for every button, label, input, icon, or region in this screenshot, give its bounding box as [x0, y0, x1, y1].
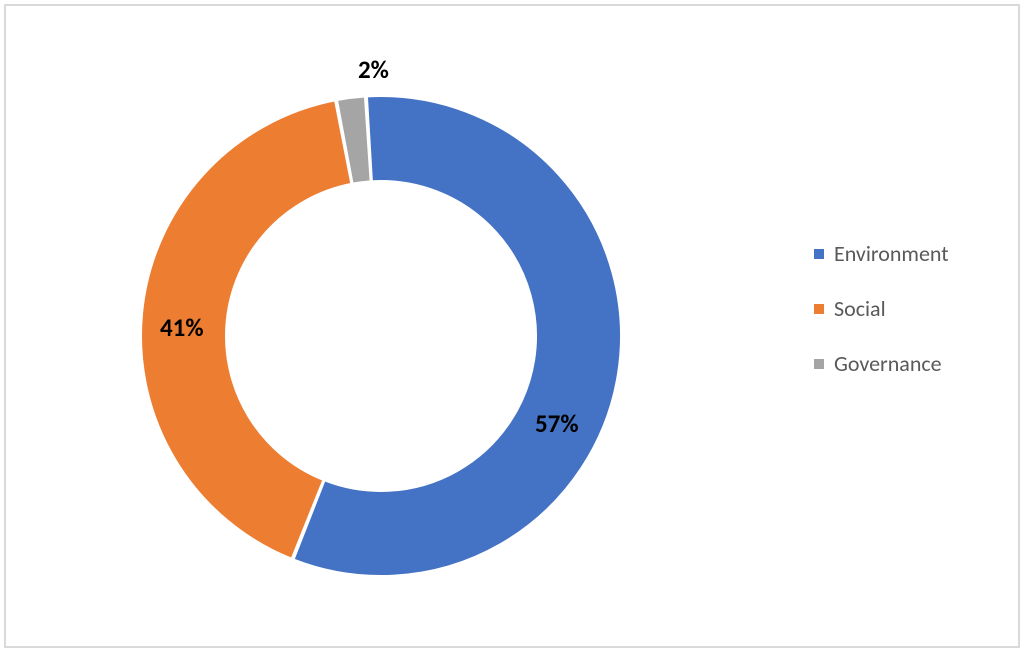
legend-item-environment: Environment — [814, 240, 949, 267]
legend-marker — [814, 304, 824, 314]
legend-label: Environment — [834, 240, 949, 267]
legend-marker — [814, 359, 824, 369]
donut-svg — [26, 36, 726, 626]
donut-chart: 57% 41% 2% — [26, 36, 726, 626]
data-label-governance: 2% — [358, 54, 389, 85]
legend-item-governance: Governance — [814, 350, 949, 377]
legend-marker — [814, 249, 824, 259]
legend-item-social: Social — [814, 295, 949, 322]
data-label-social: 41% — [160, 312, 204, 343]
legend-label: Governance — [834, 350, 942, 377]
chart-frame: 57% 41% 2% Environment Social Governance — [4, 4, 1020, 648]
data-label-environment: 57% — [535, 408, 579, 439]
legend: Environment Social Governance — [814, 240, 949, 377]
legend-label: Social — [834, 295, 886, 322]
